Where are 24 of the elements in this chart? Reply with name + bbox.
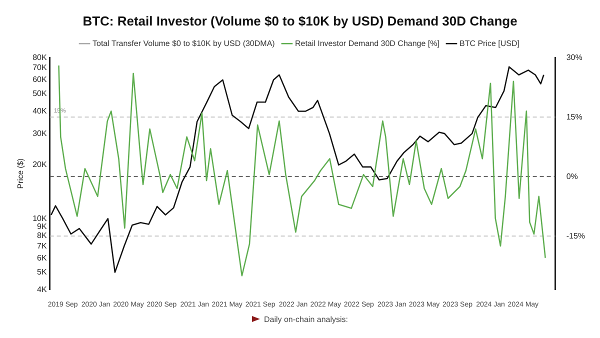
y-tick-label: 20K: [32, 160, 48, 170]
y-tick-label: 4K: [37, 284, 48, 294]
legend-label: Retail Investor Demand 30D Change [%]: [294, 38, 440, 48]
y2-tick-label: 0%: [566, 172, 578, 181]
y-tick-label: 8K: [37, 231, 48, 240]
chart-title: BTC: Retail Investor (Volume $0 to $10K by USD) Demand 30D Change: [82, 13, 518, 28]
y2-tick-label: 15%: [566, 112, 582, 122]
y2-tick-label: 30%: [566, 52, 582, 62]
text: Daily on-chain analysis:: [264, 314, 348, 324]
y-tick-label: 7K: [37, 241, 48, 250]
y-tick-label: 30K: [32, 128, 48, 138]
y-axis-title: Price ($): [16, 158, 26, 189]
y-tick-label: 9K: [37, 222, 48, 231]
y-tick-label: 6K: [37, 253, 48, 262]
y-tick-label: 80K: [32, 52, 48, 62]
legend-label: BTC Price [USD]: [459, 38, 520, 48]
y-tick-label: 50K: [32, 89, 48, 98]
y-tick-label: 10K: [32, 214, 48, 223]
legend-label: Total Transfer Volume $0 to $10K by USD (30DMA): [92, 38, 276, 48]
y2-tick-label: -15%: [566, 231, 586, 240]
y-tick-label: 40K: [32, 106, 48, 116]
y-tick-label: 5K: [37, 268, 48, 277]
y-tick-label: 70K: [32, 63, 48, 72]
y-tick-label: 60K: [32, 75, 48, 84]
